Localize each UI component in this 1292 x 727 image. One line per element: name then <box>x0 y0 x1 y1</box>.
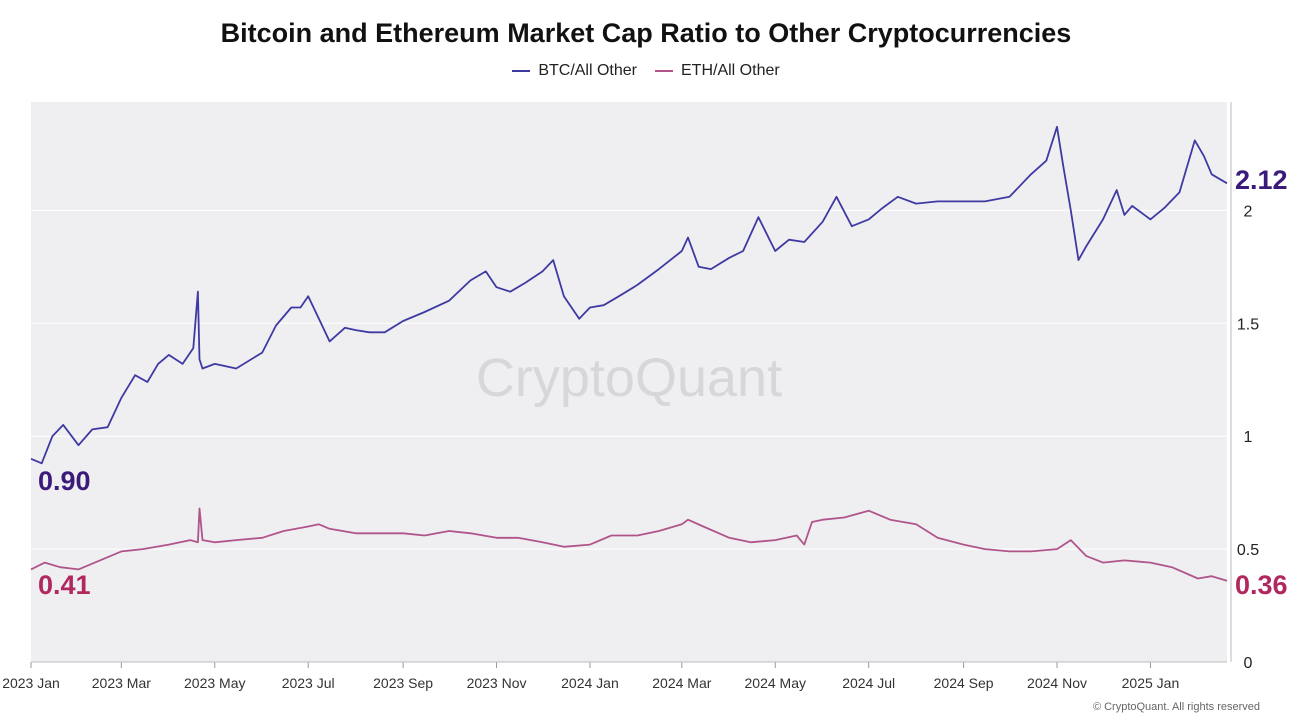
legend-label-eth: ETH/All Other <box>681 62 780 79</box>
eth-start-label: 0.41 <box>38 570 91 600</box>
btc-end-label: 2.12 <box>1235 165 1288 195</box>
y-tick-label: 0 <box>1244 655 1253 672</box>
chart-title: Bitcoin and Ethereum Market Cap Ratio to… <box>220 18 1072 48</box>
eth-end-label: 0.36 <box>1235 570 1288 600</box>
x-tick-label: 2024 Jan <box>561 675 619 691</box>
x-tick-label: 2024 Sep <box>934 675 994 691</box>
legend-item-btc[interactable]: BTC/All Other <box>512 62 637 80</box>
copyright-footer: © CryptoQuant. All rights reserved <box>1092 701 1260 713</box>
y-tick-label: 0.5 <box>1237 542 1259 559</box>
series-line-eth <box>30 507 1228 582</box>
x-tick-label: 2023 Sep <box>373 675 433 691</box>
x-tick-label: 2024 May <box>745 675 806 691</box>
btc-start-label: 0.90 <box>38 466 91 496</box>
series-line-btc <box>30 125 1228 465</box>
x-tick-label: 2024 Nov <box>1027 675 1087 691</box>
legend-label-btc: BTC/All Other <box>538 62 637 79</box>
watermark: CryptoQuant <box>476 348 782 408</box>
x-tick-label: 2023 Jul <box>282 675 335 691</box>
y-tick-label: 1.5 <box>1237 316 1259 333</box>
legend-swatch-eth <box>655 70 673 72</box>
plot-area <box>31 102 1227 662</box>
legend-swatch-btc <box>512 70 531 72</box>
x-tick-label: 2023 Mar <box>92 675 151 691</box>
x-tick-label: 2025 Jan <box>1122 675 1180 691</box>
x-tick-label: 2023 Jan <box>2 675 60 691</box>
y-tick-label: 1 <box>1244 429 1253 446</box>
x-tick-label: 2023 Nov <box>467 675 527 691</box>
x-tick-label: 2023 May <box>184 675 245 691</box>
chart-legend: BTC/All Other ETH/All Other <box>0 62 1292 80</box>
y-tick-label: 2 <box>1244 203 1253 220</box>
legend-item-eth[interactable]: ETH/All Other <box>655 62 780 80</box>
x-tick-label: 2024 Mar <box>652 675 711 691</box>
x-tick-label: 2024 Jul <box>842 675 895 691</box>
